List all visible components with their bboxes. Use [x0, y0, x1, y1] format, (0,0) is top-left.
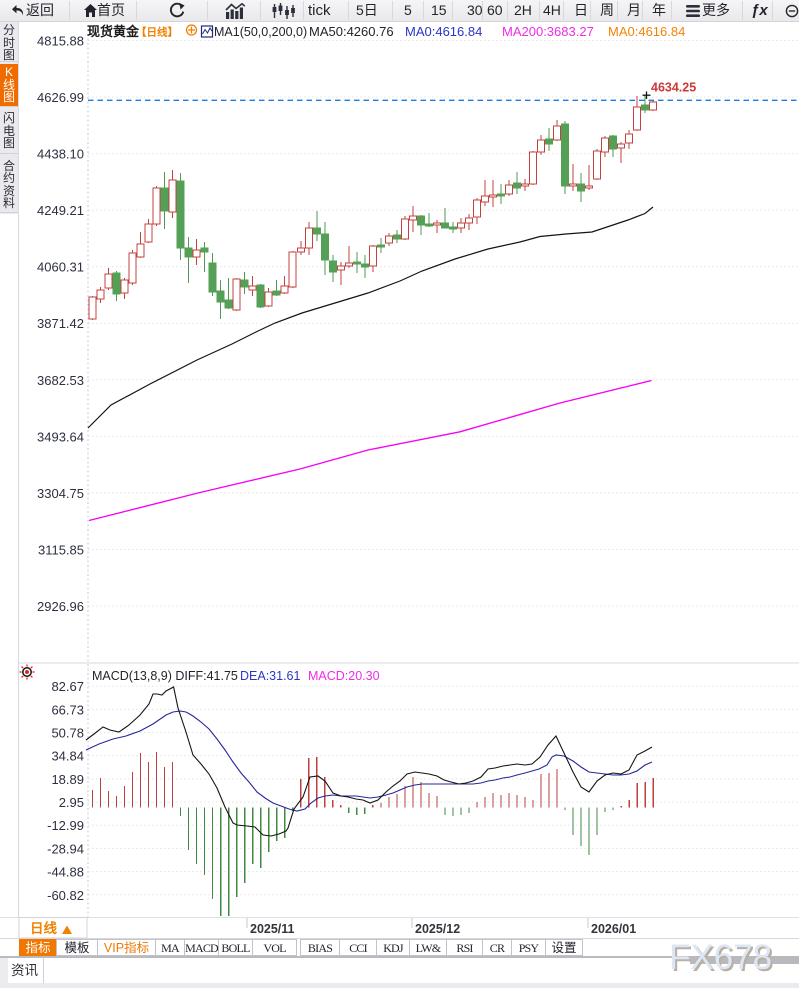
svg-text:4249.21: 4249.21: [37, 203, 84, 218]
svg-text:2926.96: 2926.96: [37, 599, 84, 614]
svg-text:MA200:3683.27: MA200:3683.27: [502, 24, 594, 39]
svg-text:82.67: 82.67: [51, 679, 84, 694]
svg-text:现货黄金: 现货黄金: [87, 24, 140, 39]
svg-text:3304.75: 3304.75: [37, 486, 84, 501]
svg-text:2.95: 2.95: [59, 795, 84, 810]
svg-text:3493.64: 3493.64: [37, 429, 84, 444]
svg-text:-12.99: -12.99: [47, 818, 84, 833]
svg-text:66.73: 66.73: [51, 702, 84, 717]
svg-text:18.89: 18.89: [51, 772, 84, 787]
svg-text:4626.99: 4626.99: [37, 90, 84, 105]
svg-text:3871.42: 3871.42: [37, 316, 84, 331]
svg-text:-28.94: -28.94: [47, 841, 84, 856]
svg-text:MA50:4260.76: MA50:4260.76: [309, 24, 394, 39]
svg-text:DEA:31.61: DEA:31.61: [240, 669, 301, 683]
svg-text:日线: 日线: [30, 920, 57, 936]
svg-text:4060.31: 4060.31: [37, 260, 84, 275]
svg-text:2026/01: 2026/01: [591, 922, 636, 936]
svg-text:-60.82: -60.82: [47, 888, 84, 903]
svg-text:2025/11: 2025/11: [250, 922, 295, 936]
svg-text:3682.53: 3682.53: [37, 373, 84, 388]
svg-text:4634.25: 4634.25: [651, 81, 696, 95]
svg-text:MACD:20.30: MACD:20.30: [308, 669, 380, 683]
svg-text:50.78: 50.78: [51, 726, 84, 741]
svg-text:MA0:4616.84: MA0:4616.84: [608, 24, 685, 39]
svg-text:2025/12: 2025/12: [415, 922, 460, 936]
svg-text:4438.10: 4438.10: [37, 147, 84, 162]
svg-text:MACD(13,8,9) DIFF:41.75: MACD(13,8,9) DIFF:41.75: [92, 669, 238, 683]
svg-text:【日线】: 【日线】: [136, 26, 178, 39]
svg-text:4815.88: 4815.88: [37, 34, 84, 49]
svg-text:MA0:4616.84: MA0:4616.84: [405, 24, 482, 39]
svg-text:MA1(50,0,200,0): MA1(50,0,200,0): [214, 25, 307, 39]
svg-text:-44.88: -44.88: [47, 865, 84, 880]
svg-text:34.84: 34.84: [51, 749, 84, 764]
svg-text:3115.85: 3115.85: [38, 543, 84, 558]
